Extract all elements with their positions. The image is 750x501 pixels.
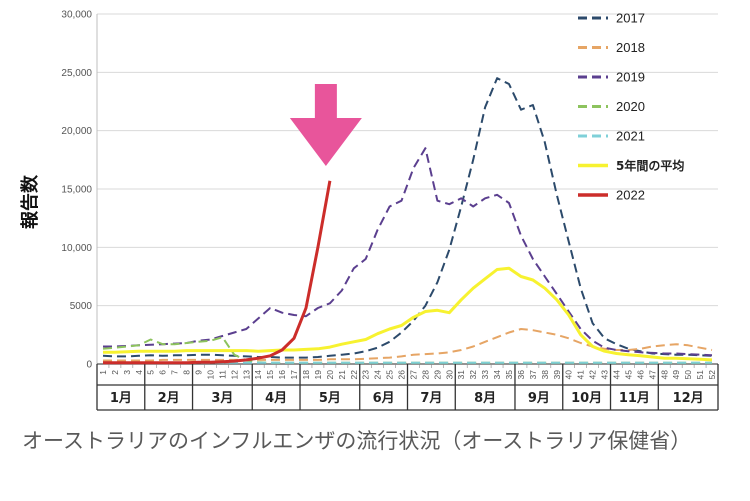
x-tick-label: 40 xyxy=(564,370,574,380)
legend: 2017 2018 2019 2020 2021 5年間の平均 2022 xyxy=(578,11,684,203)
y-axis-ticks: 0 5000 10,000 15,000 20,000 25,000 30,000 xyxy=(61,10,92,371)
x-tick-label: 46 xyxy=(635,370,645,380)
x-tick-label: 18 xyxy=(301,370,311,380)
series-line-5年間の平均 xyxy=(103,266,713,362)
legend-label: 2019 xyxy=(616,70,645,85)
x-tick-label: 43 xyxy=(600,370,610,380)
x-tick-label: 6 xyxy=(158,370,168,375)
x-axis: 1 2 3 4 5 6 7 8 9 10 11 12 13 14 15 16 17 18 19 20 21 22 23 24 2… xyxy=(96,363,719,411)
x-tick-label: 37 xyxy=(528,370,538,380)
month-label: 9月 xyxy=(528,391,550,406)
month-label: 12月 xyxy=(673,391,704,406)
y-tick-label: 30,000 xyxy=(61,10,92,21)
month-label: 7月 xyxy=(420,391,442,406)
x-tick-label: 33 xyxy=(480,370,490,380)
x-tick-label: 34 xyxy=(492,370,502,380)
x-tick-label: 42 xyxy=(588,370,598,380)
x-tick-label: 36 xyxy=(516,370,526,380)
x-tick-label: 49 xyxy=(671,370,681,380)
x-tick-label: 2 xyxy=(110,370,120,375)
month-label: 10月 xyxy=(571,391,602,406)
x-tick-label: 11 xyxy=(217,370,227,379)
y-tick-label: 10,000 xyxy=(61,243,92,254)
x-tick-label: 21 xyxy=(337,370,347,380)
x-tick-label: 14 xyxy=(253,370,263,380)
series-line-2018 xyxy=(103,328,713,362)
x-tick-label: 28 xyxy=(420,370,430,380)
series-line-2019 xyxy=(103,147,713,357)
y-tick-label: 20,000 xyxy=(61,126,92,137)
legend-label: 2022 xyxy=(616,188,645,203)
series-line-2017 xyxy=(102,77,713,359)
x-tick-label: 12 xyxy=(229,370,239,380)
month-label: 5月 xyxy=(319,391,341,406)
x-tick-label: 52 xyxy=(707,370,717,380)
legend-label: 2021 xyxy=(616,129,645,144)
arrow-shape xyxy=(289,84,362,166)
x-tick-label: 39 xyxy=(552,370,562,380)
month-label: 8月 xyxy=(474,391,496,406)
x-tick-label: 45 xyxy=(623,370,633,380)
x-tick-label: 23 xyxy=(361,370,371,380)
x-tick-label: 50 xyxy=(683,370,693,380)
pink-arrow-annotation xyxy=(289,84,362,166)
x-tick-label: 38 xyxy=(540,370,550,380)
x-tick-label: 1 xyxy=(98,370,108,375)
x-tick-label: 30 xyxy=(444,370,454,380)
x-tick-label: 4 xyxy=(134,370,144,375)
x-tick-label: 10 xyxy=(205,370,215,380)
month-label: 11月 xyxy=(619,391,650,406)
y-axis-label: 報告数 xyxy=(19,174,41,229)
x-tick-label: 22 xyxy=(349,370,359,380)
y-tick-label: 5000 xyxy=(70,301,93,312)
y-tick-label: 25,000 xyxy=(61,68,92,79)
series-line-2022 xyxy=(103,180,332,365)
month-label: 1月 xyxy=(110,391,132,406)
x-tick-label: 48 xyxy=(659,370,669,380)
figure-caption: オーストラリアのインフルエンザの流行状況（オーストラリア保健省） xyxy=(22,429,692,453)
x-tick-label: 44 xyxy=(611,370,621,380)
x-tick-label: 15 xyxy=(265,370,275,380)
month-label: 4月 xyxy=(265,391,287,406)
x-tick-label: 9 xyxy=(194,370,204,375)
month-label: 2月 xyxy=(158,391,180,406)
x-tick-label: 20 xyxy=(325,370,335,380)
x-tick-label: 26 xyxy=(397,370,407,380)
x-tick-label: 24 xyxy=(373,370,383,380)
x-tick-label: 51 xyxy=(695,370,705,380)
month-label: 6月 xyxy=(373,391,395,406)
series-lines xyxy=(102,77,713,365)
y-tick-label: 0 xyxy=(86,360,92,371)
legend-label: 2017 xyxy=(616,11,645,26)
x-tick-label: 7 xyxy=(170,370,180,375)
x-tick-label: 31 xyxy=(456,370,466,380)
x-tick-label: 19 xyxy=(313,370,323,380)
x-tick-label: 8 xyxy=(182,370,192,375)
x-tick-label: 13 xyxy=(241,370,251,380)
y-tick-label: 15,000 xyxy=(61,185,92,196)
month-label: 3月 xyxy=(211,391,233,406)
legend-label: 2018 xyxy=(616,40,645,55)
x-tick-label: 16 xyxy=(277,370,287,380)
x-tick-label: 47 xyxy=(647,370,657,380)
x-tick-label: 3 xyxy=(122,370,132,375)
legend-label: 5年間の平均 xyxy=(616,158,684,173)
x-tick-label: 35 xyxy=(504,370,514,380)
x-tick-label: 29 xyxy=(432,370,442,380)
x-tick-label: 32 xyxy=(468,370,478,380)
x-tick-label: 25 xyxy=(385,370,395,380)
x-tick-label: 41 xyxy=(576,370,586,380)
gridlines xyxy=(96,13,718,364)
x-tick-label: 27 xyxy=(408,370,418,380)
legend-label: 2020 xyxy=(616,99,645,114)
x-tick-label: 17 xyxy=(289,370,299,380)
x-tick-label: 5 xyxy=(146,370,156,375)
